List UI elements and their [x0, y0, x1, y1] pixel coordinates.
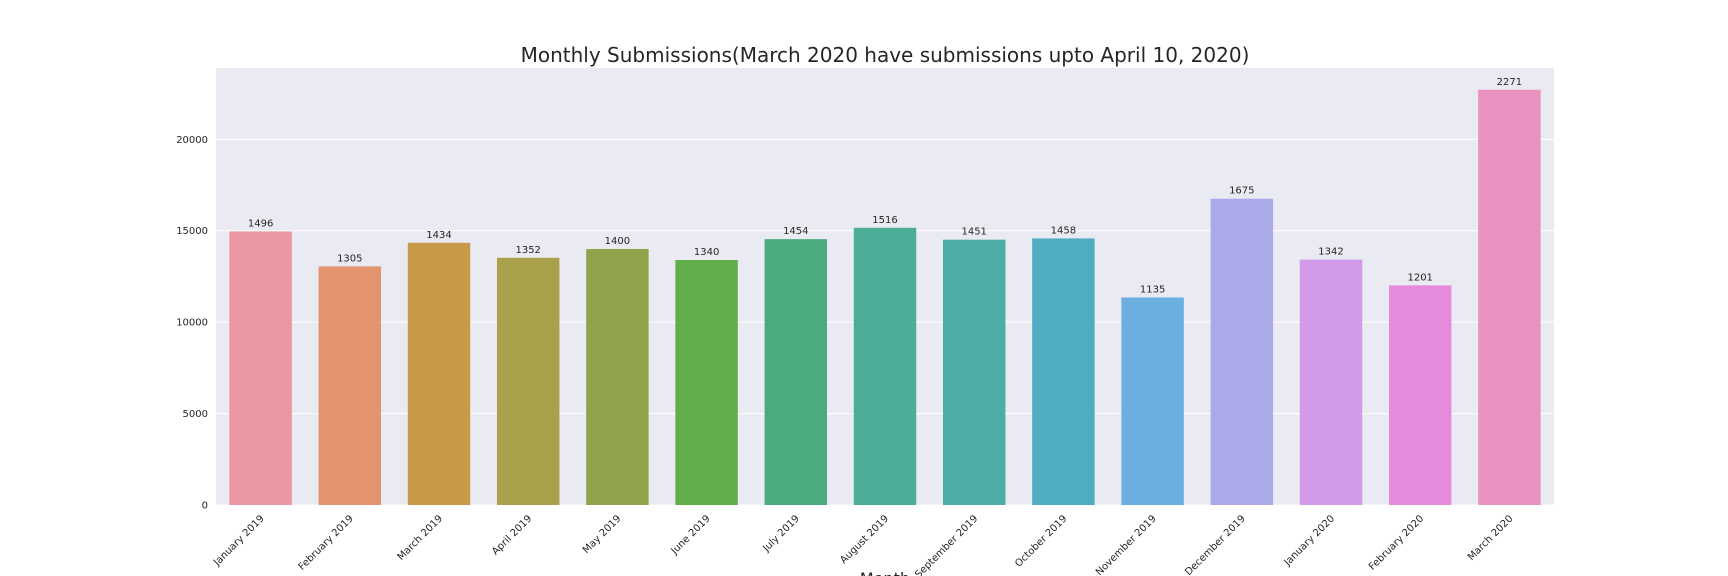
data-label: 1340 [694, 247, 719, 258]
y-tick-label: 10000 [176, 318, 208, 329]
data-label: 1400 [605, 236, 630, 247]
bar [1299, 259, 1363, 505]
x-axis-label: Month [860, 569, 910, 576]
bar [853, 227, 917, 505]
x-tick-label: January 2020 [1282, 513, 1338, 569]
x-tick-label: October 2019 [1013, 513, 1069, 569]
bar [318, 266, 382, 505]
bar [942, 239, 1006, 505]
data-label: 1458 [1051, 225, 1076, 236]
x-tick-label: February 2019 [297, 513, 356, 572]
data-label: 1496 [248, 218, 273, 229]
x-tick-label: August 2019 [838, 513, 891, 566]
x-tick-label: June 2019 [669, 513, 713, 557]
data-label: 2271 [1497, 77, 1522, 88]
x-tick-label: February 2020 [1367, 513, 1426, 572]
data-label: 1305 [337, 253, 362, 264]
data-label: 1434 [426, 230, 451, 241]
bar [496, 257, 560, 505]
bar [1121, 297, 1184, 505]
bar [1478, 89, 1541, 505]
x-tick-label: December 2019 [1183, 513, 1248, 576]
data-label: 1454 [783, 226, 808, 237]
data-label: 1451 [961, 227, 986, 238]
y-tick-label: 20000 [176, 135, 208, 146]
x-tick-label: January 2019 [211, 513, 267, 569]
x-tick-label: July 2019 [760, 513, 801, 554]
bar [1210, 198, 1274, 505]
bar [1388, 285, 1452, 505]
data-label: 1201 [1407, 272, 1432, 283]
bar [1032, 238, 1095, 505]
x-tick-label: April 2019 [490, 513, 534, 557]
bar [586, 249, 649, 505]
data-label: 1135 [1140, 284, 1165, 295]
y-tick-label: 15000 [176, 226, 208, 237]
x-tick-label: March 2019 [396, 513, 446, 563]
data-label: 1342 [1318, 247, 1343, 258]
data-label: 1675 [1229, 186, 1254, 197]
x-tick-label: March 2020 [1466, 513, 1516, 563]
bar [675, 259, 738, 505]
y-tick-label: 5000 [183, 409, 208, 420]
bar [764, 239, 828, 505]
chart-title: Monthly Submissions(March 2020 have subm… [521, 43, 1250, 67]
x-tick-label: November 2019 [1094, 513, 1159, 576]
x-tick-label: September 2019 [913, 513, 980, 576]
bar [229, 231, 292, 505]
y-tick-label: 0 [202, 501, 208, 512]
data-label: 1352 [515, 245, 540, 256]
bar [407, 242, 471, 506]
x-tick-label: May 2019 [581, 513, 624, 556]
data-label: 1516 [872, 215, 897, 226]
